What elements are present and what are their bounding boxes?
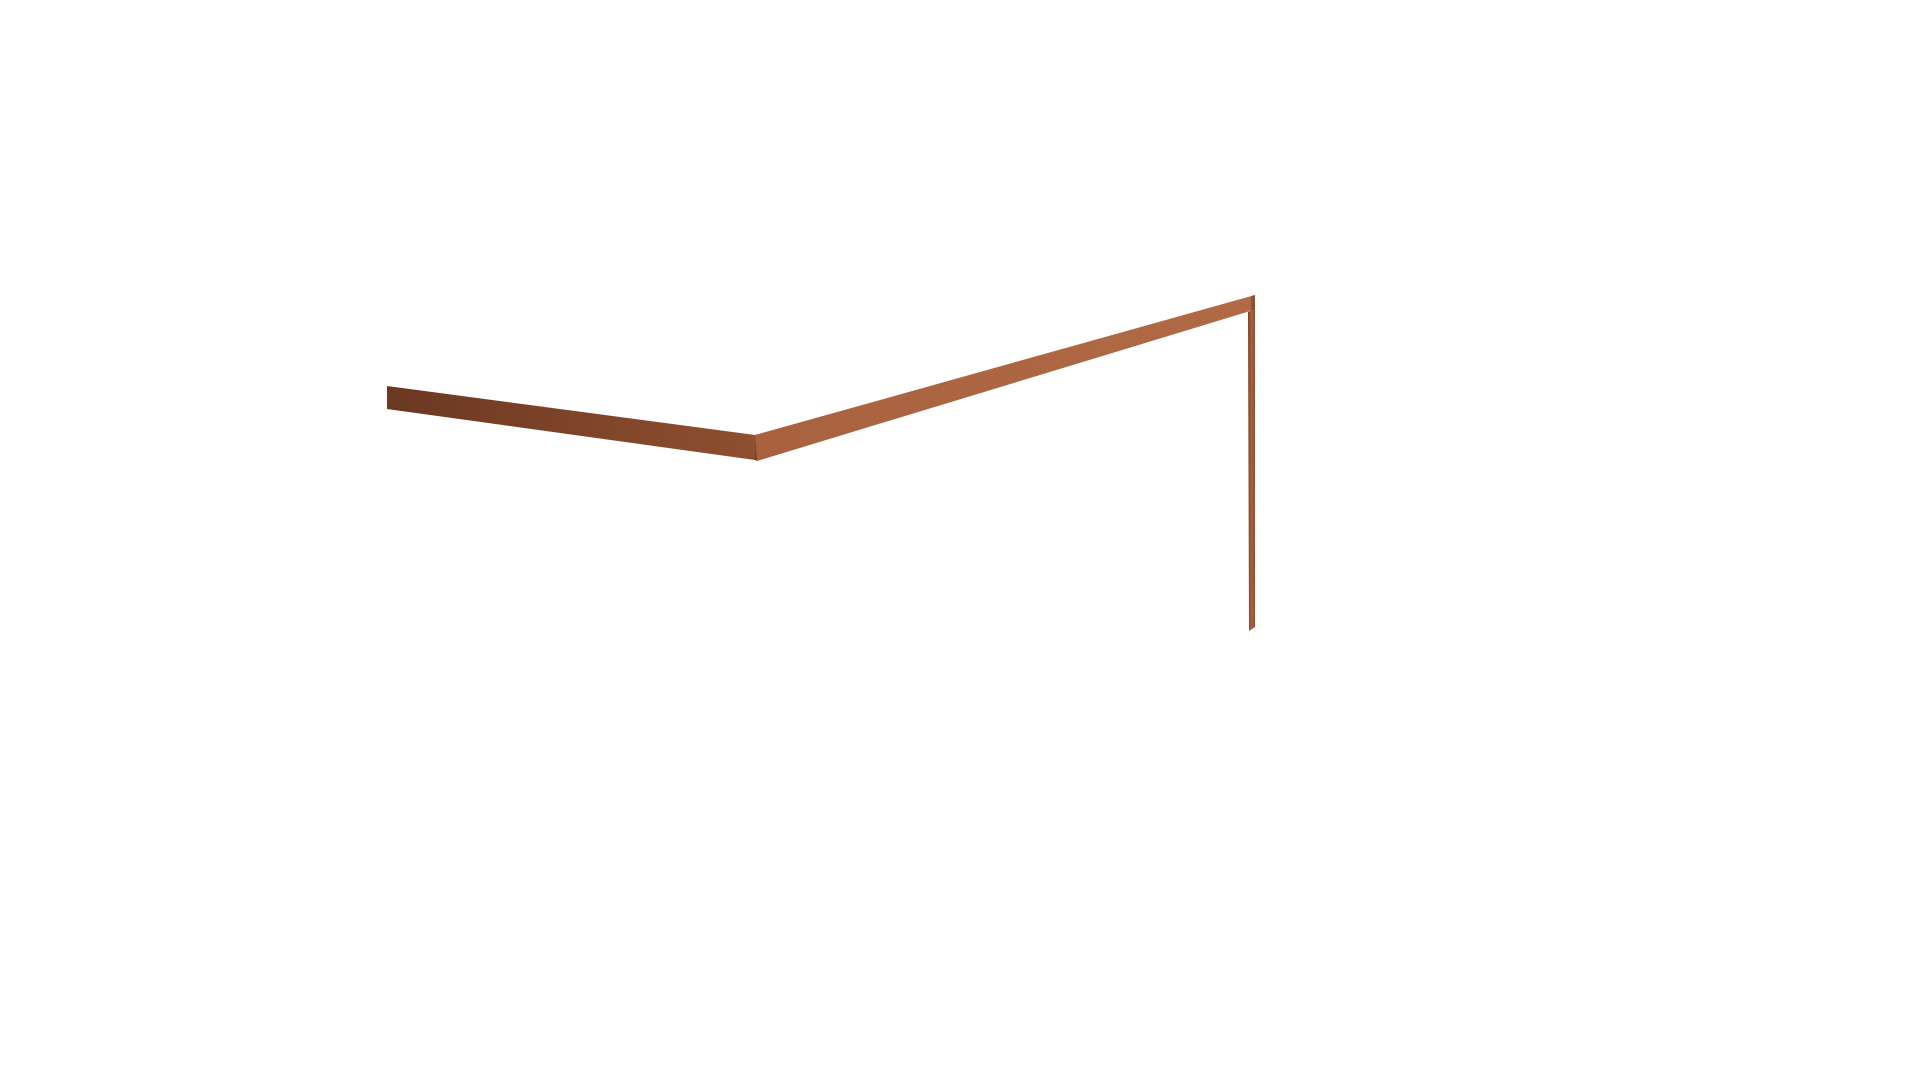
right-beam-front <box>755 295 1255 461</box>
right-beam-end-cap <box>1251 295 1255 313</box>
vertical-post <box>1248 308 1255 631</box>
left-beam-front <box>387 386 755 460</box>
